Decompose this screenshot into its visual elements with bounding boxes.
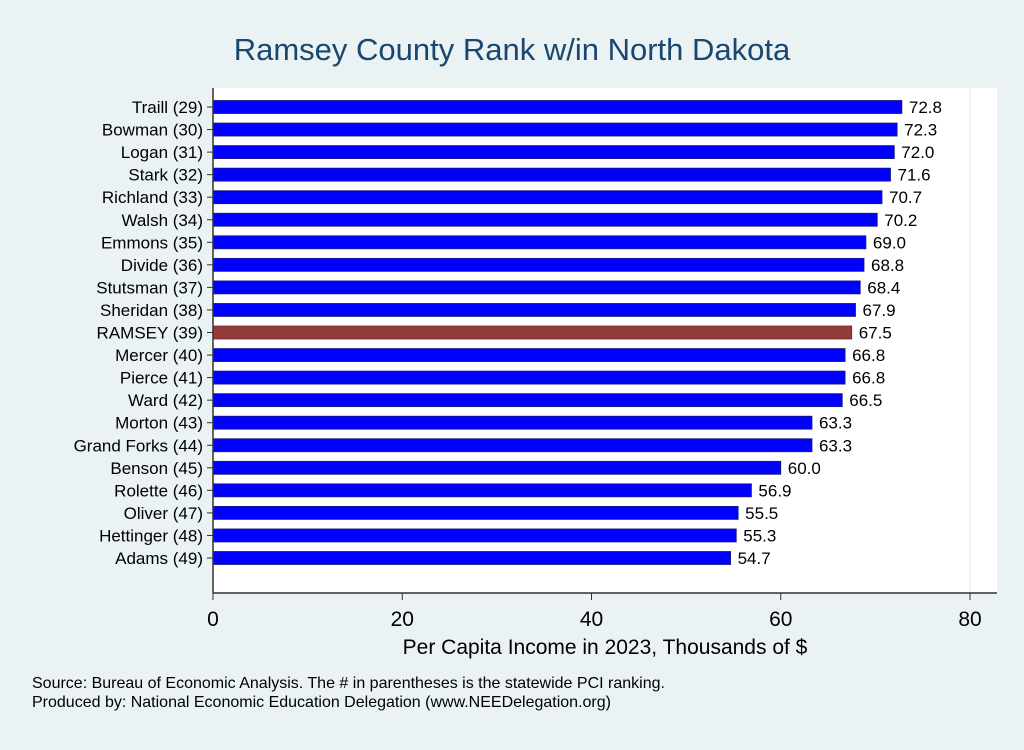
data-label: 63.3: [819, 414, 852, 433]
category-label: Divide (36): [121, 256, 203, 275]
data-label: 55.5: [745, 504, 778, 523]
bar: [212, 280, 861, 295]
category-label: Ward (42): [128, 391, 203, 410]
data-label: 55.3: [743, 526, 776, 545]
category-label: Adams (49): [115, 549, 203, 568]
data-label: 67.9: [863, 301, 896, 320]
bar: [212, 415, 813, 430]
category-label: Bowman (30): [102, 121, 203, 140]
bar: [212, 235, 867, 250]
category-label: Rolette (46): [114, 481, 203, 500]
x-tick-label: 0: [207, 608, 219, 631]
category-label: Pierce (41): [120, 369, 203, 388]
data-label: 68.4: [867, 278, 900, 297]
bar: [212, 190, 883, 205]
data-label: 63.3: [819, 436, 852, 455]
category-label: Hettinger (48): [99, 526, 203, 545]
category-label: Logan (31): [121, 143, 203, 162]
data-label: 72.8: [909, 98, 942, 117]
category-label: Morton (43): [115, 414, 203, 433]
category-label: Benson (45): [110, 459, 203, 478]
category-label: RAMSEY (39): [97, 324, 203, 343]
bar: [212, 122, 898, 137]
data-label: 66.8: [852, 369, 885, 388]
bar: [212, 438, 813, 453]
bar: [212, 483, 752, 498]
x-tick-label: 20: [391, 608, 414, 631]
category-label: Walsh (34): [121, 211, 203, 230]
category-label: Mercer (40): [115, 346, 203, 365]
bar-highlight: [212, 325, 853, 340]
bar: [212, 212, 878, 227]
x-tick-label: 60: [769, 608, 792, 631]
bar: [212, 505, 739, 520]
bar: [212, 551, 731, 565]
data-label: 66.8: [852, 346, 885, 365]
data-label: 60.0: [788, 459, 821, 478]
produced-note: Produced by: National Economic Education…: [32, 694, 611, 711]
data-label: 72.0: [901, 143, 934, 162]
bar: [212, 528, 737, 543]
category-label: Stutsman (37): [96, 278, 203, 297]
data-label: 70.2: [884, 211, 917, 230]
data-label: 68.8: [871, 256, 904, 275]
bar: [212, 167, 891, 182]
data-label: 71.6: [898, 166, 931, 185]
category-label: Grand Forks (44): [74, 436, 203, 455]
data-label: 66.5: [849, 391, 882, 410]
bar: [212, 257, 865, 272]
category-label: Richland (33): [102, 188, 203, 207]
bar: [212, 370, 846, 385]
bar: [212, 393, 843, 408]
data-label: 69.0: [873, 233, 906, 252]
data-label: 70.7: [889, 188, 922, 207]
x-axis-label: Per Capita Income in 2023, Thousands of …: [403, 636, 808, 659]
data-label: 56.9: [758, 481, 791, 500]
category-label: Emmons (35): [101, 233, 203, 252]
category-label: Sheridan (38): [100, 301, 203, 320]
bar: [212, 348, 846, 362]
bar: [212, 145, 895, 160]
category-label: Oliver (47): [124, 504, 203, 523]
data-label: 54.7: [738, 549, 771, 568]
bar: [212, 303, 856, 317]
source-note: Source: Bureau of Economic Analysis. The…: [32, 675, 665, 692]
data-label: 67.5: [859, 324, 892, 343]
bar: [212, 100, 903, 114]
category-label: Stark (32): [128, 166, 203, 185]
x-tick-label: 40: [580, 608, 603, 631]
category-label: Traill (29): [132, 98, 203, 117]
data-label: 72.3: [904, 121, 937, 140]
bar: [212, 460, 782, 475]
chart-title: Ramsey County Rank w/in North Dakota: [234, 32, 791, 67]
x-tick-label: 80: [958, 608, 981, 631]
